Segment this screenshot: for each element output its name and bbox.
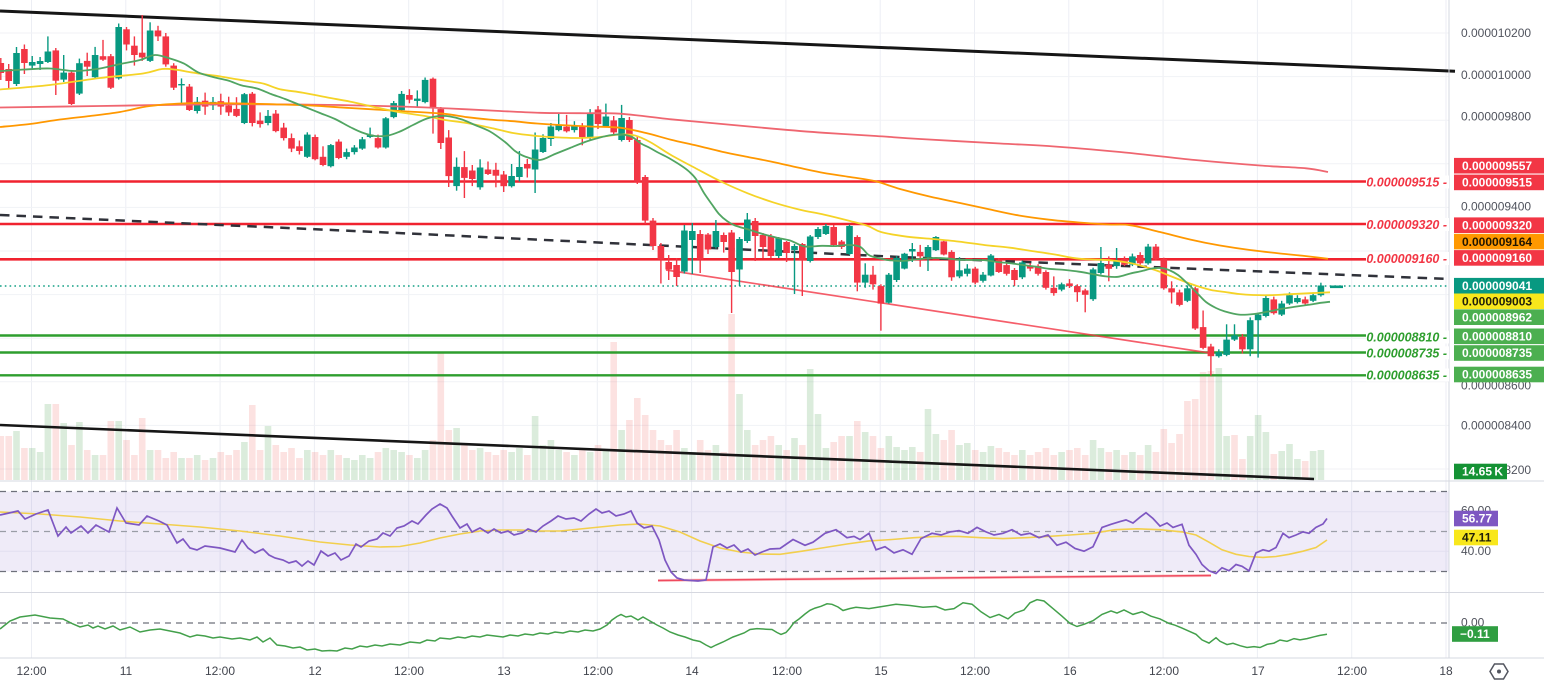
- svg-text:0.000010000: 0.000010000: [1461, 68, 1531, 82]
- svg-text:0.000009400: 0.000009400: [1461, 200, 1531, 214]
- svg-text:0.000010200: 0.000010200: [1461, 26, 1531, 40]
- svg-text:0.000009160 -: 0.000009160 -: [1366, 252, 1447, 266]
- svg-text:0.000009320: 0.000009320: [1462, 218, 1532, 232]
- svg-text:0.000009800: 0.000009800: [1461, 110, 1531, 124]
- svg-text:18: 18: [1439, 664, 1453, 678]
- svg-text:12:00: 12:00: [394, 664, 424, 678]
- svg-text:12:00: 12:00: [1337, 664, 1367, 678]
- svg-text:0.000009320 -: 0.000009320 -: [1366, 218, 1447, 232]
- svg-text:0.000009003: 0.000009003: [1462, 295, 1532, 309]
- svg-text:56.77: 56.77: [1462, 512, 1492, 526]
- svg-text:14: 14: [685, 664, 699, 678]
- svg-text:40.00: 40.00: [1461, 544, 1491, 558]
- svg-text:0.000008810 -: 0.000008810 -: [1366, 331, 1447, 345]
- svg-text:0.000009160: 0.000009160: [1462, 251, 1532, 265]
- svg-text:17: 17: [1251, 664, 1265, 678]
- svg-text:12:00: 12:00: [772, 664, 802, 678]
- svg-text:0.000008400: 0.000008400: [1461, 419, 1531, 433]
- svg-text:−0.11: −0.11: [1460, 627, 1490, 641]
- svg-text:15: 15: [874, 664, 888, 678]
- svg-text:0.000008635 -: 0.000008635 -: [1366, 369, 1447, 383]
- svg-text:12:00: 12:00: [583, 664, 613, 678]
- svg-text:12:00: 12:00: [1149, 664, 1179, 678]
- svg-text:0.000008635: 0.000008635: [1462, 368, 1532, 382]
- svg-text:0.000009515: 0.000009515: [1462, 176, 1532, 190]
- svg-text:47.11: 47.11: [1462, 531, 1492, 545]
- svg-text:12:00: 12:00: [16, 664, 46, 678]
- svg-text:0.000009164: 0.000009164: [1462, 235, 1532, 249]
- svg-text:12:00: 12:00: [205, 664, 235, 678]
- svg-text:14.65 K: 14.65 K: [1462, 465, 1503, 479]
- svg-text:16: 16: [1063, 664, 1077, 678]
- svg-text:0.000009041: 0.000009041: [1462, 279, 1532, 293]
- svg-text:12: 12: [308, 664, 322, 678]
- svg-text:11: 11: [120, 664, 133, 678]
- svg-text:13: 13: [497, 664, 511, 678]
- svg-text:0.000009515 -: 0.000009515 -: [1366, 176, 1447, 190]
- svg-text:0.000008810: 0.000008810: [1462, 330, 1532, 344]
- svg-text:0.000008962: 0.000008962: [1462, 310, 1532, 324]
- svg-text:0.000008735: 0.000008735: [1462, 346, 1532, 360]
- svg-text:12:00: 12:00: [960, 664, 990, 678]
- svg-text:0.000009557: 0.000009557: [1462, 159, 1532, 173]
- svg-text:0.000008735 -: 0.000008735 -: [1366, 346, 1447, 360]
